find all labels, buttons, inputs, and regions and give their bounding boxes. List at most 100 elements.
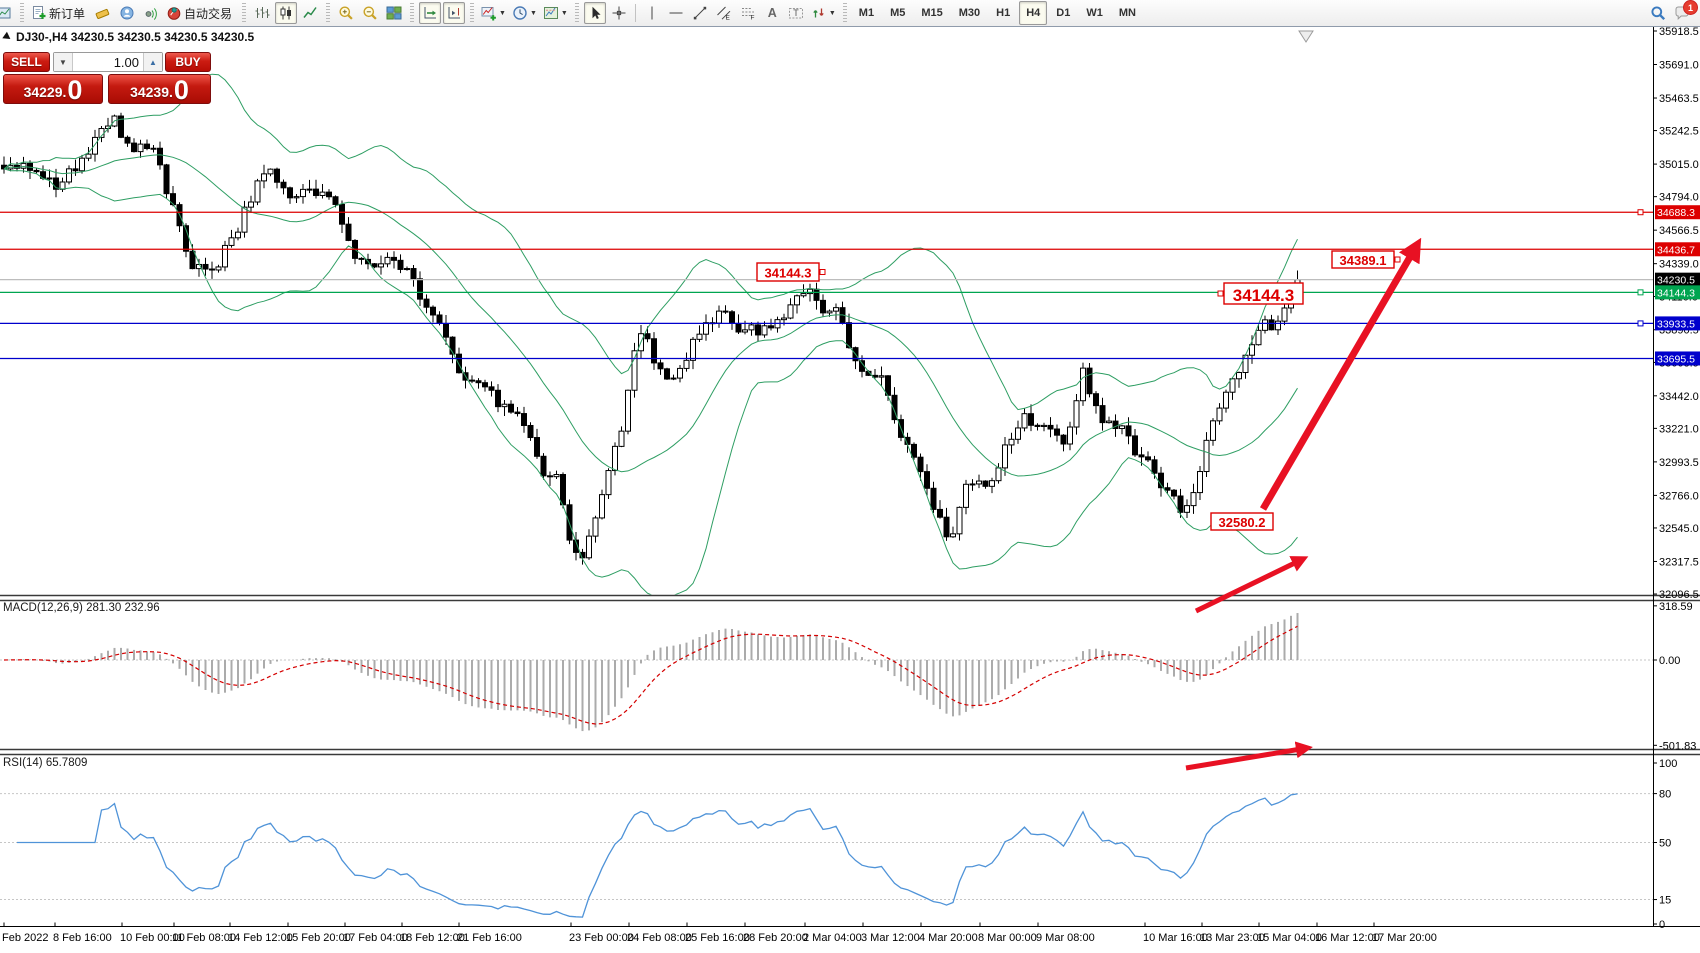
label-icon[interactable]: T — [785, 2, 807, 24]
price-axis[interactable]: 35918.5 35691.0 35463.5 35242.5 35015.0 34794… — [1653, 26, 1700, 931]
buy-price[interactable]: 34239. 0 — [108, 74, 211, 104]
text-icon[interactable]: A — [761, 2, 783, 24]
volume-value[interactable]: 1.00 — [113, 54, 139, 70]
svg-text:18 Feb 12:00: 18 Feb 12:00 — [400, 932, 465, 944]
svg-text:25 Feb 16:00: 25 Feb 16:00 — [685, 932, 750, 944]
charts-icon[interactable] — [0, 2, 15, 24]
svg-text:9 Mar 08:00: 9 Mar 08:00 — [1036, 932, 1095, 944]
text-icon: A — [764, 5, 780, 21]
new-order-button-label: 新订单 — [49, 6, 86, 21]
svg-text:11 Feb 08:00: 11 Feb 08:00 — [172, 932, 236, 944]
sell-price-main: 34229. — [23, 84, 67, 100]
svg-text:10 Mar 16:00: 10 Mar 16:00 — [1143, 932, 1208, 944]
signal-icon[interactable] — [140, 2, 162, 24]
svg-text:50: 50 — [1659, 838, 1671, 850]
autoscroll-icon[interactable] — [419, 2, 442, 24]
macd-indicator-label: MACD(12,26,9) 281.30 232.96 — [3, 602, 160, 614]
timeframe-m1[interactable]: M1 — [858, 7, 875, 19]
toolbar-grip — [326, 3, 331, 23]
svg-text:15: 15 — [1659, 895, 1671, 907]
crosshair-icon[interactable] — [608, 2, 630, 24]
svg-text:34436.7: 34436.7 — [1657, 244, 1695, 256]
new-order-button[interactable]: 新订单 — [29, 2, 90, 24]
sell-price[interactable]: 34229. 0 — [3, 74, 103, 104]
trendline-icon[interactable] — [689, 2, 711, 24]
svg-text:34566.5: 34566.5 — [1659, 225, 1699, 237]
channel-icon[interactable]: E — [713, 2, 735, 24]
shapes-icon — [811, 5, 827, 21]
vertical-line-icon[interactable] — [641, 2, 663, 24]
svg-text:17 Feb 04:00: 17 Feb 04:00 — [343, 932, 408, 944]
chart-shift-icon[interactable] — [443, 2, 466, 24]
svg-text:14 Feb 12:00: 14 Feb 12:00 — [228, 932, 293, 944]
bars-chart-icon[interactable] — [251, 2, 273, 24]
chat-icon[interactable]: 1 — [1671, 0, 1698, 24]
line-chart-icon — [302, 5, 318, 21]
cursor-icon[interactable] — [583, 2, 606, 24]
toolbar-grip — [842, 3, 847, 23]
svg-text:32545.0: 32545.0 — [1659, 523, 1699, 535]
indicators-icon[interactable]: ▼ — [479, 2, 508, 24]
level-lines[interactable] — [0, 209, 1653, 360]
zoom-out-icon — [362, 5, 378, 21]
line-chart-icon[interactable] — [299, 2, 321, 24]
fibonacci-icon[interactable]: F — [737, 2, 759, 24]
toolbar-grip — [410, 3, 415, 23]
zoom-out-icon[interactable] — [359, 2, 381, 24]
svg-text:24 Feb 08:00: 24 Feb 08:00 — [627, 932, 692, 944]
rsi-line — [17, 793, 1298, 918]
svg-text:3 Mar 12:00: 3 Mar 12:00 — [861, 932, 920, 944]
svg-text:32993.5: 32993.5 — [1659, 457, 1699, 469]
zoom-in-icon — [338, 5, 354, 21]
svg-text:8 Mar 00:00: 8 Mar 00:00 — [978, 932, 1037, 944]
shapes-icon[interactable]: ▼ — [809, 2, 838, 24]
candles-layer — [1, 112, 1301, 565]
timeframe-mn[interactable]: MN — [1118, 7, 1136, 19]
timeframe-m5[interactable]: M5 — [890, 7, 906, 19]
volume-increase-button[interactable] — [143, 53, 162, 71]
timeframe-m15[interactable]: M15 — [921, 7, 943, 19]
cursor-icon — [587, 5, 603, 21]
periods-icon[interactable]: ▼ — [510, 2, 539, 24]
timeframe-w1[interactable]: W1 — [1086, 7, 1103, 19]
price-annotations[interactable]: 34144.3 34144.3 34389.1 32580.2 — [756, 250, 1401, 531]
svg-text:15 Mar 04:00: 15 Mar 04:00 — [1257, 932, 1322, 944]
timeframe-m30[interactable]: M30 — [958, 7, 981, 19]
autotrade-button[interactable]: 自动交易 — [164, 2, 237, 24]
rsi-indicator-label: RSI(14) 65.7809 — [3, 757, 88, 769]
volume-stepper[interactable]: 1.00 — [53, 52, 163, 72]
tile-windows-icon[interactable] — [383, 2, 405, 24]
candles-chart-icon[interactable] — [275, 2, 298, 24]
svg-text:318.59: 318.59 — [1659, 601, 1693, 613]
trend-arrows[interactable] — [1185, 237, 1422, 771]
templates-icon[interactable]: ▼ — [541, 2, 570, 24]
zoom-in-icon[interactable] — [335, 2, 357, 24]
eraser-icon[interactable] — [92, 2, 114, 24]
horizontal-line-icon[interactable] — [665, 2, 687, 24]
candles-chart-icon — [278, 5, 294, 21]
svg-text:34144.3: 34144.3 — [1233, 286, 1294, 305]
timeframe-h1[interactable]: H1 — [996, 7, 1011, 19]
symbol-marker-icon — [2, 31, 13, 43]
chart-symbol-header: DJ30-,H4 34230.5 34230.5 34230.5 34230.5 — [2, 30, 254, 44]
svg-text:F: F — [750, 15, 754, 22]
autoscroll-icon — [422, 5, 438, 21]
volume-decrease-button[interactable] — [54, 53, 73, 71]
svg-text:21 Feb 16:00: 21 Feb 16:00 — [457, 932, 522, 944]
sell-button[interactable]: SELL — [3, 52, 50, 72]
buy-button[interactable]: BUY — [165, 52, 211, 72]
chart-shift-marker-icon[interactable] — [1298, 30, 1314, 43]
toolbar-separator — [634, 4, 636, 22]
buy-price-pips: 0 — [173, 75, 189, 105]
new-order-button — [31, 5, 47, 21]
timeframe-h4[interactable]: H4 — [1019, 1, 1048, 25]
community-icon[interactable] — [116, 2, 138, 24]
search-icon[interactable] — [1647, 2, 1669, 24]
svg-text:4 Mar 20:00: 4 Mar 20:00 — [919, 932, 978, 944]
toolbar-buttons: 新订单 自动交易 ▼ ▼ ▼ E F A T ▼ — [0, 0, 851, 26]
timeframe-d1[interactable]: D1 — [1056, 7, 1071, 19]
community-icon — [119, 5, 135, 21]
svg-text:35918.5: 35918.5 — [1659, 26, 1699, 38]
